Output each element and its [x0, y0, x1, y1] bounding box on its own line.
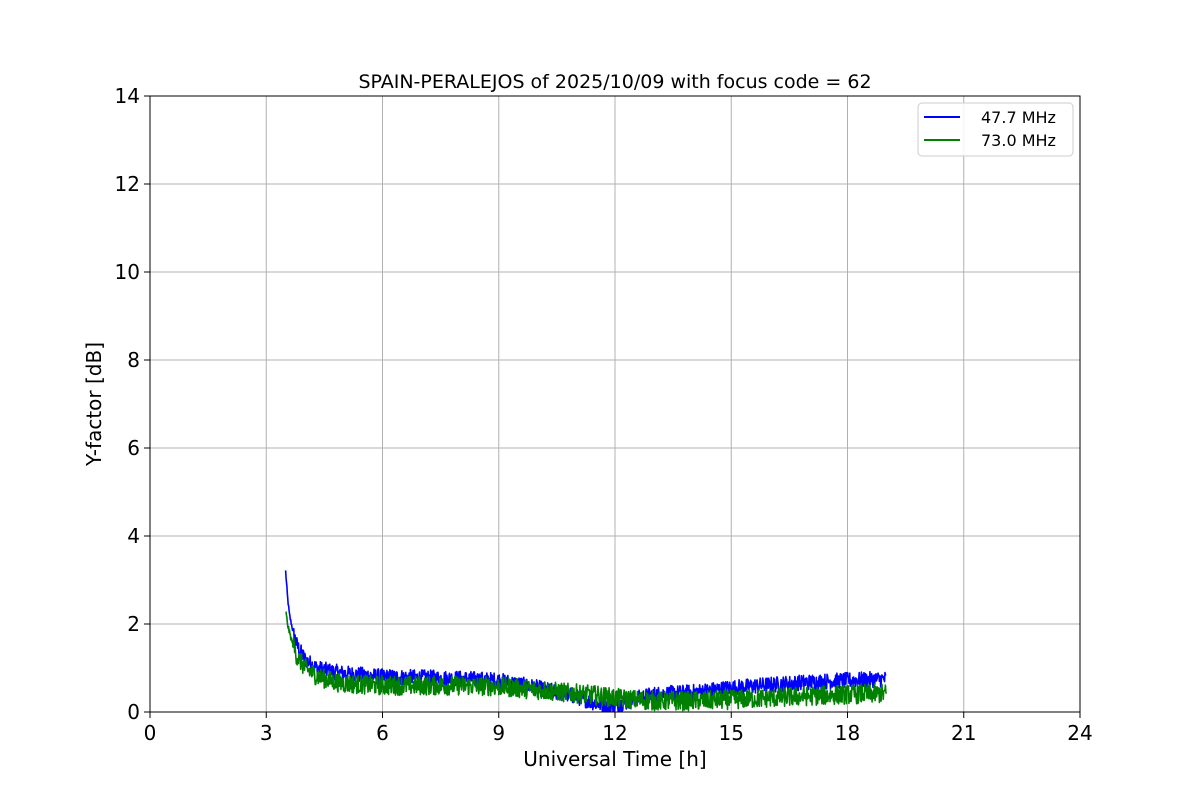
y-axis-label: Y-factor [dB]	[82, 342, 106, 467]
x-tick-label: 24	[1067, 721, 1092, 745]
y-tick-label: 14	[115, 84, 140, 108]
legend-label-47-7-mhz: 47.7 MHz	[981, 108, 1056, 127]
series-line-47-7-mhz	[284, 570, 887, 712]
x-tick-label: 6	[376, 721, 389, 745]
series-line-73-0-mhz	[285, 611, 888, 712]
legend-label-73-0-mhz: 73.0 MHz	[981, 131, 1056, 150]
y-axis-ticks: 0 2 4 6 8 10 12 14	[115, 84, 150, 724]
y-tick-label: 0	[127, 700, 140, 724]
y-tick-label: 6	[127, 436, 140, 460]
y-tick-label: 4	[127, 524, 140, 548]
x-tick-label: 18	[835, 721, 860, 745]
chart-title: SPAIN-PERALEJOS of 2025/10/09 with focus…	[358, 71, 871, 93]
x-tick-label: 9	[492, 721, 505, 745]
x-axis-ticks: 0 3 6 9 12 15 18 21 24	[144, 712, 1093, 745]
x-tick-label: 3	[260, 721, 273, 745]
x-axis-label: Universal Time [h]	[523, 747, 706, 771]
y-tick-label: 10	[115, 260, 140, 284]
y-tick-label: 12	[115, 172, 140, 196]
x-tick-label: 21	[951, 721, 976, 745]
y-tick-label: 8	[127, 348, 140, 372]
x-tick-label: 12	[602, 721, 627, 745]
x-tick-label: 0	[144, 721, 157, 745]
x-tick-label: 15	[719, 721, 744, 745]
series-layer	[284, 570, 888, 712]
legend: 47.7 MHz 73.0 MHz	[917, 102, 1074, 157]
y-tick-label: 2	[127, 612, 140, 636]
